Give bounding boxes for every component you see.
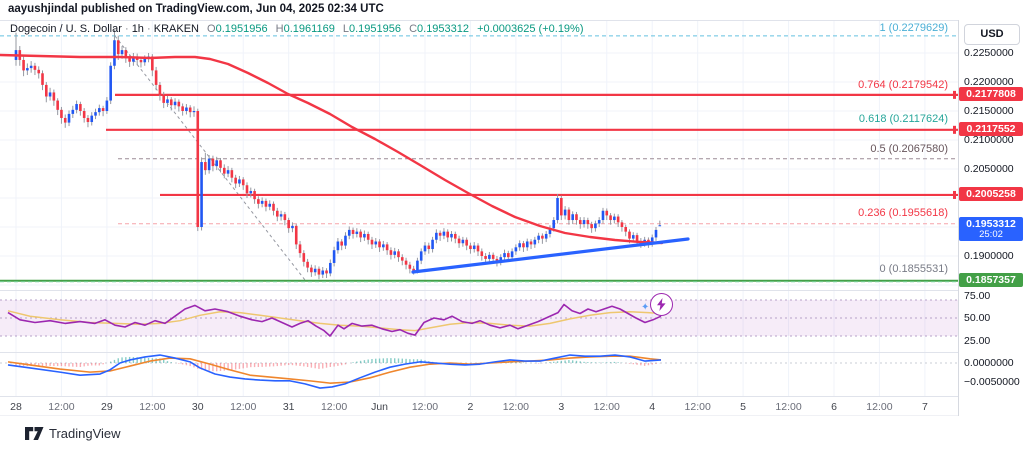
attribution-bar: aayushjindal published on TradingView.co… [0, 0, 1024, 20]
time-axis-label: 5 [740, 401, 747, 413]
low-value: 0.1951956 [349, 23, 401, 35]
time-axis-label: 3 [558, 401, 565, 413]
price-axis-label: 0.0000000 [964, 357, 1014, 369]
time-axis-label: 12:00 [230, 401, 257, 413]
time-axis-label: 4 [649, 401, 656, 413]
low-label: L [342, 23, 349, 35]
price-axis-label: 75.00 [964, 289, 991, 302]
time-axis-label: 28 [10, 401, 22, 413]
close-value: 0.1953312 [417, 23, 470, 35]
fib-level-label: 0.764 (0.2179542) [858, 79, 948, 91]
close-label: C [409, 23, 418, 35]
time-axis-label: 12:00 [411, 401, 439, 413]
level-price-badge: 0.2177808 [959, 86, 1023, 101]
fib-level-label: 1 (0.2279629) [879, 22, 949, 34]
tradingview-brand[interactable]: TradingView [25, 426, 121, 441]
price-axis-label: 0.2250000 [964, 47, 1014, 59]
time-axis-label: 12:00 [775, 401, 802, 413]
open-label: O [207, 23, 216, 35]
tradingview-brand-text: TradingView [49, 426, 121, 441]
time-axis-label: 12:00 [866, 401, 893, 413]
change-value: +0.0003625 (+0.19%) [477, 23, 584, 35]
interval-label[interactable]: 1h [131, 23, 144, 35]
level-price-badge: 0.2117552 [959, 121, 1023, 136]
time-axis-label: 12:00 [139, 401, 166, 413]
level-price-badge: 0.2005258 [959, 186, 1023, 201]
currency-button[interactable]: USD [964, 24, 1020, 45]
tradingview-logo-icon [25, 427, 44, 440]
time-axis-label: 6 [831, 401, 837, 413]
last-price-badge: 0.1953312 25:02 [959, 217, 1023, 242]
time-axis-label: 12:00 [593, 401, 620, 413]
price-axis-label: 0.2150000 [964, 105, 1014, 117]
price-axis-label: 25.00 [964, 334, 991, 347]
price-axis-label: 50.00 [964, 312, 991, 324]
level-price-badge: 0.1857357 [959, 272, 1023, 287]
high-value: 0.1961169 [283, 23, 335, 35]
attribution-text: aayushjindal published on TradingView.co… [8, 3, 384, 15]
time-axis-label: 12:00 [48, 401, 75, 413]
time-axis-label: 12:00 [684, 401, 711, 413]
price-axis-label: 0.2100000 [964, 134, 1014, 146]
price-axis-label: 0.2050000 [964, 163, 1014, 175]
time-axis-label: 7 [921, 401, 928, 413]
exchange-label: KRAKEN [153, 23, 199, 35]
time-axis-label: 31 [282, 401, 295, 413]
high-label: H [275, 23, 284, 35]
fib-level-label: 0.236 (0.1955618) [858, 207, 948, 219]
lightning-badge-icon[interactable] [650, 293, 673, 316]
symbol-title[interactable]: Dogecoin / U. S. Dollar [10, 23, 122, 35]
time-axis-label: Jun [371, 401, 389, 413]
fib-level-label: 0 (0.1855531) [879, 263, 949, 275]
time-axis-label: 29 [101, 401, 113, 413]
time-axis-label: 12:00 [320, 401, 348, 413]
lightning-bolt-icon [657, 298, 666, 311]
price-axis-label: 0.2200000 [964, 76, 1014, 88]
time-axis-label: 12:00 [502, 401, 530, 413]
price-axis-label: −0.0050000 [964, 376, 1020, 388]
fib-level-label: 0.5 (0.2067580) [870, 143, 948, 155]
open-value: 0.1951956 [215, 23, 268, 35]
footer: TradingView [0, 416, 1024, 449]
sparkle-icon: ✦ [641, 302, 650, 313]
chart-canvas[interactable] [0, 20, 958, 416]
chart-legend[interactable]: Dogecoin / U. S. Dollar · 1h · KRAKEN O0… [10, 23, 584, 35]
time-axis-label: 2 [467, 401, 474, 413]
fib-level-label: 0.618 (0.2117624) [858, 113, 948, 125]
price-axis-label: 0.1900000 [964, 250, 1014, 262]
bar-countdown: 25:02 [979, 229, 1003, 241]
time-axis-label: 30 [191, 401, 204, 413]
